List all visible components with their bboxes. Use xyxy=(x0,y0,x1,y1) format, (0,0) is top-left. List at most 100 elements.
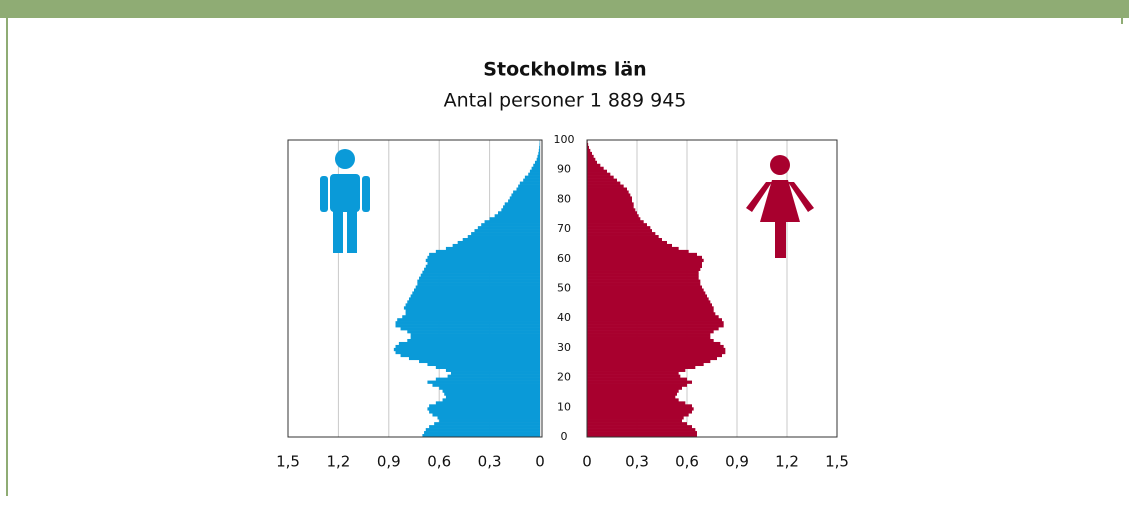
bar xyxy=(511,193,540,196)
bar xyxy=(429,410,540,413)
x-tick-label: 0,3 xyxy=(625,453,649,471)
bar xyxy=(427,256,540,259)
bar xyxy=(394,348,540,351)
bar xyxy=(401,327,540,330)
right-border xyxy=(1121,18,1123,24)
bar xyxy=(587,351,725,354)
bar xyxy=(587,333,710,336)
bar xyxy=(406,303,540,306)
bar xyxy=(501,208,540,211)
bar xyxy=(407,300,540,303)
bar xyxy=(532,167,540,170)
x-tick-label: 1,2 xyxy=(326,453,350,471)
x-tick-label: 0,6 xyxy=(427,453,451,471)
bar xyxy=(587,422,687,425)
bar xyxy=(523,179,540,182)
bar xyxy=(414,289,540,292)
bar xyxy=(510,196,540,199)
y-tick-label: 80 xyxy=(557,192,571,205)
bar xyxy=(587,378,687,381)
bar xyxy=(417,280,540,283)
bar xyxy=(587,208,635,211)
bar xyxy=(587,357,717,360)
bar xyxy=(528,173,540,176)
bar xyxy=(436,366,540,369)
bar xyxy=(427,381,540,384)
x-tick-label: 0,9 xyxy=(725,453,749,471)
bar xyxy=(416,286,540,289)
bar xyxy=(587,384,687,387)
bar xyxy=(587,262,702,265)
bar xyxy=(587,223,647,226)
bar xyxy=(426,265,540,268)
bar xyxy=(490,217,540,220)
x-tick-label: 0,6 xyxy=(675,453,699,471)
bar xyxy=(498,211,540,214)
y-tick-label: 70 xyxy=(557,222,571,235)
bar xyxy=(427,407,540,410)
bar xyxy=(446,247,540,250)
bar xyxy=(426,259,540,262)
bar xyxy=(438,416,540,419)
bar xyxy=(587,369,685,372)
bar xyxy=(587,188,627,191)
y-tick-label: 10 xyxy=(557,400,571,413)
bar xyxy=(399,342,540,345)
bar xyxy=(587,387,682,390)
bar xyxy=(587,232,655,235)
bar xyxy=(508,199,540,202)
bar xyxy=(448,375,540,378)
y-tick-label: 30 xyxy=(557,341,571,354)
bar xyxy=(458,241,540,244)
bar xyxy=(436,250,540,253)
bar xyxy=(587,419,682,422)
bar xyxy=(587,226,650,229)
bar xyxy=(429,404,540,407)
bar xyxy=(535,161,540,164)
bar xyxy=(427,363,540,366)
bar xyxy=(587,404,692,407)
bar xyxy=(587,289,704,292)
bar xyxy=(587,297,709,300)
bar xyxy=(587,428,695,431)
bar xyxy=(587,372,679,375)
bar xyxy=(587,244,672,247)
bar xyxy=(587,354,722,357)
x-tick-label: 1,5 xyxy=(825,453,849,471)
bar xyxy=(587,360,710,363)
bar xyxy=(587,315,719,318)
bar xyxy=(537,158,540,161)
bar xyxy=(587,158,595,161)
bar xyxy=(587,176,614,179)
bar xyxy=(419,360,540,363)
bar xyxy=(411,333,540,336)
bar xyxy=(478,226,540,229)
y-tick-label: 60 xyxy=(557,252,571,265)
bar xyxy=(587,324,724,327)
bar xyxy=(539,143,540,146)
bar xyxy=(587,193,630,196)
bar xyxy=(444,392,540,395)
bar xyxy=(481,223,540,226)
bar xyxy=(406,309,540,312)
bar xyxy=(434,422,540,425)
bar xyxy=(587,363,704,366)
bar xyxy=(427,262,540,265)
bar xyxy=(471,232,540,235)
bar xyxy=(407,330,540,333)
bar xyxy=(587,211,637,214)
bar xyxy=(587,152,592,155)
y-tick-label: 20 xyxy=(557,371,571,384)
bar xyxy=(436,401,540,404)
bar xyxy=(587,214,639,217)
bar xyxy=(587,407,694,410)
bar xyxy=(587,410,692,413)
bar xyxy=(587,259,704,262)
chart-title: Stockholms län xyxy=(483,59,646,81)
bar xyxy=(587,330,714,333)
bar xyxy=(426,428,540,431)
bar xyxy=(587,265,702,268)
bar xyxy=(587,431,697,434)
y-tick-label: 50 xyxy=(557,282,571,295)
bar xyxy=(587,345,724,348)
